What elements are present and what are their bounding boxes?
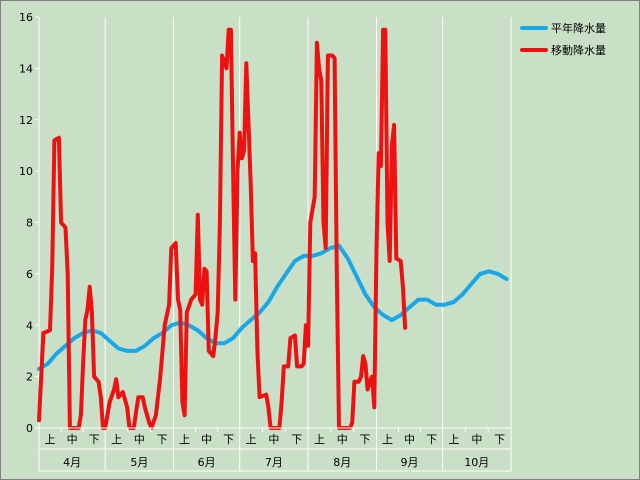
- month-tick-label: 6月: [198, 456, 216, 469]
- month-tick-label: 7月: [265, 456, 283, 469]
- dekad-tick-label: 上: [246, 433, 257, 446]
- y-tick-label: 0: [26, 422, 33, 435]
- dekad-tick-label: 上: [45, 433, 56, 446]
- month-tick-label: 5月: [130, 456, 148, 469]
- y-tick-label: 14: [19, 62, 33, 75]
- dekad-tick-label: 下: [223, 433, 234, 446]
- dekad-tick-label: 中: [67, 433, 78, 446]
- y-tick-label: 12: [19, 114, 33, 127]
- dekad-tick-label: 上: [111, 433, 122, 446]
- legend-label: 平年降水量: [551, 21, 606, 35]
- dekad-tick-label: 中: [134, 433, 145, 446]
- y-tick-label: 10: [19, 165, 33, 178]
- dekad-tick-label: 下: [494, 433, 505, 446]
- dekad-tick-label: 下: [426, 433, 437, 446]
- dekad-tick-label: 中: [471, 433, 482, 446]
- dekad-tick-label: 下: [291, 433, 302, 446]
- dekad-tick-label: 中: [201, 433, 212, 446]
- dekad-tick-label: 中: [337, 433, 348, 446]
- dekad-tick-label: 上: [382, 433, 393, 446]
- dekad-tick-label: 上: [179, 433, 190, 446]
- month-tick-label: 4月: [63, 456, 81, 469]
- month-tick-label: 8月: [333, 456, 351, 469]
- plot-area: [39, 17, 511, 428]
- dekad-tick-label: 中: [268, 433, 279, 446]
- month-tick-label: 10月: [464, 456, 489, 469]
- y-tick-label: 8: [26, 217, 33, 230]
- dekad-tick-label: 下: [360, 433, 371, 446]
- dekad-tick-label: 上: [449, 433, 460, 446]
- dekad-tick-label: 下: [157, 433, 168, 446]
- series-line-normal: [37, 243, 509, 371]
- y-tick-label: 16: [19, 11, 33, 24]
- legend-label: 移動降水量: [551, 43, 606, 57]
- dekad-tick-label: 中: [404, 433, 415, 446]
- dekad-tick-label: 下: [89, 433, 100, 446]
- y-tick-label: 2: [26, 371, 33, 384]
- month-tick-label: 9月: [401, 456, 419, 469]
- dekad-tick-label: 上: [314, 433, 325, 446]
- y-tick-label: 6: [26, 268, 33, 281]
- y-tick-label: 4: [26, 319, 33, 332]
